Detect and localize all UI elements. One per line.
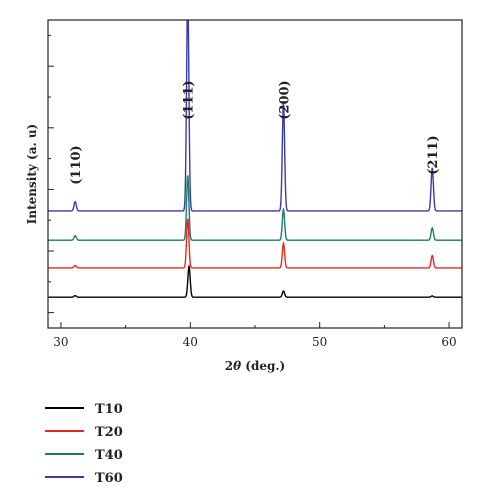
plot-lines: [48, 20, 462, 298]
legend-label: T40: [95, 448, 123, 463]
peak-label: (111): [182, 80, 197, 119]
plot-frame: [47, 19, 463, 329]
peak-label: (211): [426, 135, 441, 174]
y-axis-label: Intensity (a. u): [25, 124, 39, 224]
x-tick-label: 50: [312, 335, 327, 349]
x-tick-label: 40: [183, 335, 198, 349]
peak-label: (200): [277, 80, 292, 119]
legend-label: T10: [95, 402, 123, 417]
legend: T10 T20 T40 T60: [45, 402, 123, 486]
peak-labels: (110) (111) (200) (211): [69, 80, 441, 184]
x-axis-label: 2θ (deg.): [225, 359, 286, 373]
legend-label: T20: [95, 425, 123, 440]
series-line-t20: [48, 218, 462, 269]
x-tick-label: 30: [53, 335, 68, 349]
legend-label: T60: [95, 471, 123, 486]
x-tick-label: 60: [441, 335, 456, 349]
axis-ticks: 30 40 50 60: [48, 34, 457, 349]
series-line-t10: [48, 264, 462, 298]
series-line-t60: [48, 20, 462, 212]
series-line-t40: [48, 175, 462, 241]
peak-label: (110): [69, 145, 84, 184]
